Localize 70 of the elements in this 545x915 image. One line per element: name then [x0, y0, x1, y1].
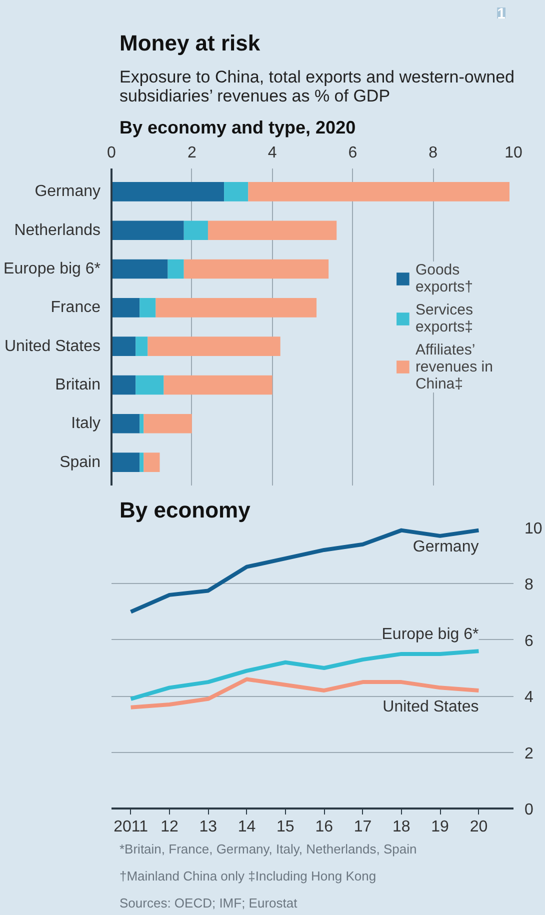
series-label: Europe big 6* — [382, 626, 479, 644]
bar — [112, 259, 168, 279]
text: *Britain, France, Germany, Italy, Netherlands, Spain — [120, 842, 417, 856]
chart-title: Money at risk — [120, 30, 261, 56]
x-tick-label: 17 — [354, 818, 372, 836]
chart-title: By economy — [120, 498, 252, 522]
y-tick-label: 2 — [524, 745, 534, 762]
text: 1 — [497, 6, 506, 22]
bar — [224, 182, 248, 202]
bar — [112, 375, 136, 395]
x-tick-label: 13 — [199, 818, 218, 836]
x-tick-label: 19 — [431, 818, 450, 836]
y-tick-label: 6 — [524, 632, 534, 650]
y-tick-label: 10 — [524, 520, 542, 538]
x-tick-label: 6 — [348, 144, 358, 162]
y-tick-label: 0 — [524, 802, 534, 818]
x-tick-label: 0 — [107, 144, 116, 162]
bar — [144, 414, 192, 434]
bar — [112, 452, 140, 472]
series-label: Germany — [412, 538, 479, 556]
bar — [144, 452, 160, 472]
line-series — [128, 649, 481, 701]
bar — [184, 259, 329, 279]
bar — [164, 375, 272, 395]
bar — [140, 414, 144, 434]
x-tick-label: 20 — [470, 818, 488, 836]
bar — [148, 336, 280, 356]
bar — [184, 220, 208, 240]
y-tick-label: Italy — [71, 415, 100, 432]
legend-label: Services exports‡ — [415, 301, 473, 335]
bar — [112, 414, 140, 434]
y-tick-label: 8 — [524, 576, 534, 594]
x-tick-label: 4 — [268, 144, 277, 162]
y-tick-label: Spain — [60, 454, 100, 471]
bar — [140, 452, 144, 472]
x-tick-label: 14 — [238, 818, 256, 836]
bar — [112, 220, 184, 240]
x-tick-label: 2011 — [114, 818, 148, 836]
bar — [248, 182, 510, 202]
y-tick-label: 4 — [524, 689, 534, 706]
bar — [140, 298, 156, 318]
bar — [136, 375, 164, 395]
y-tick-label: Germany — [34, 183, 100, 200]
bar — [112, 298, 140, 318]
y-tick-label: Europe big 6* — [4, 260, 101, 278]
line-series — [128, 528, 481, 614]
legend-label: Affiliates’ revenues in China‡ — [415, 341, 493, 392]
y-tick-label: Netherlands — [14, 222, 101, 239]
y-tick-label: United States — [4, 338, 101, 355]
bar — [136, 336, 148, 356]
legend-label: Goods exports† — [415, 261, 473, 295]
bar — [112, 182, 224, 202]
text: †Mainland China only ‡Including Hong Kong — [120, 868, 376, 884]
x-tick-label: 18 — [392, 818, 410, 836]
text: By economy and type, 2020 — [120, 118, 356, 138]
bar — [112, 336, 136, 356]
x-tick-label: 2 — [187, 144, 196, 162]
bar — [168, 259, 184, 279]
x-tick-label: 15 — [276, 818, 294, 836]
bar — [208, 220, 337, 240]
bar — [156, 298, 317, 318]
x-tick-label: 16 — [315, 818, 334, 836]
y-tick-label: France — [50, 299, 101, 316]
series-label: United States — [382, 698, 479, 716]
chart-subtitle: Exposure to China, total exports and western-owned subsidiaries’ revenues as % of GDP — [120, 68, 515, 106]
x-tick-label: 10 — [504, 144, 522, 162]
y-tick-label: Britain — [55, 376, 101, 394]
source-note: Sources: OECD; IMF; Eurostat — [120, 896, 298, 910]
x-tick-label: 12 — [160, 818, 178, 836]
x-tick-label: 8 — [428, 144, 438, 162]
